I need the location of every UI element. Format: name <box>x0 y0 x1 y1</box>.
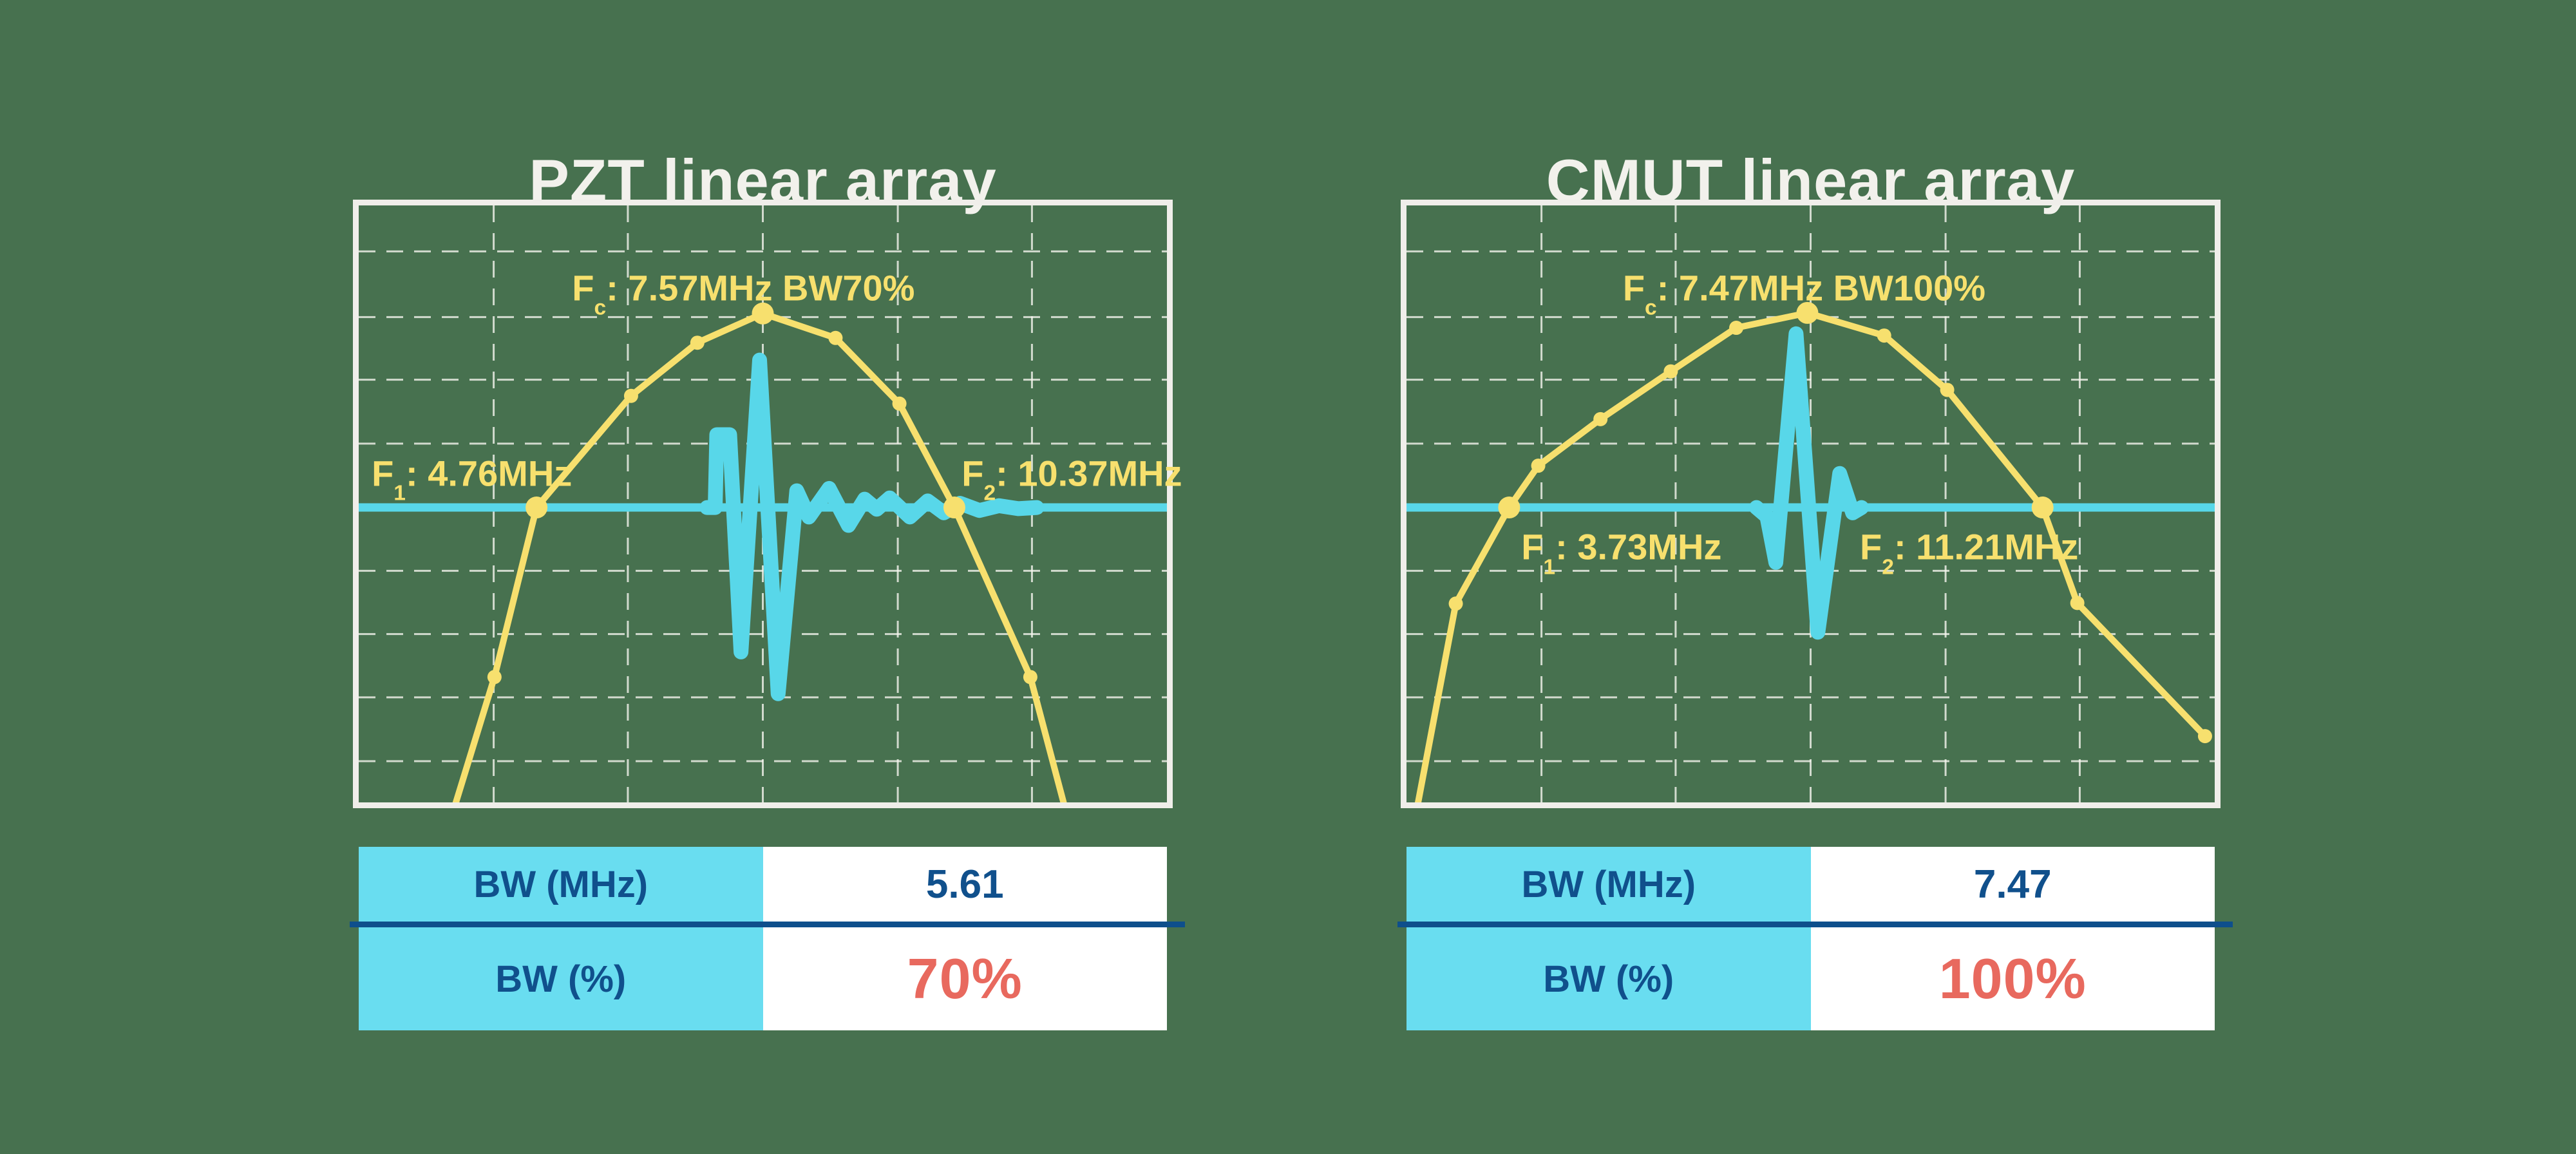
spectrum-marker-major <box>752 302 774 325</box>
table-divider <box>350 922 1185 927</box>
spectrum-marker <box>1448 596 1463 611</box>
pzt-chart-plot <box>359 205 1167 802</box>
pulse-waveform <box>699 352 1045 701</box>
pulse-waveform <box>1748 326 1870 640</box>
table-divider <box>1397 922 2233 927</box>
spectrum-marker <box>1877 328 1891 343</box>
cmut-spectrum-chart: Fc: 7.47MHz BW100% F1: 3.73MHz F2: 11.21MH… <box>1401 200 2221 808</box>
table-row: BW (%) 100% <box>1406 927 2215 1030</box>
bw-pct-value: 100% <box>1810 927 2215 1030</box>
spectrum-marker <box>1023 670 1037 685</box>
spectrum-marker <box>2070 596 2085 610</box>
bw-pct-value: 70% <box>762 927 1167 1030</box>
spectrum-marker <box>828 330 843 345</box>
spectrum-marker-major <box>526 497 548 519</box>
table-row: BW (%) 70% <box>359 927 1167 1030</box>
bw-mhz-value: 7.47 <box>1810 847 2215 922</box>
spectrum-marker <box>892 396 907 411</box>
spectrum-marker <box>1940 383 1955 397</box>
spectrum-marker-major <box>1796 301 1819 324</box>
spectrum-marker <box>623 388 638 403</box>
spectrum-marker <box>690 336 705 350</box>
bw-pct-label: BW (%) <box>359 927 763 1030</box>
bw-mhz-value: 5.61 <box>762 847 1167 922</box>
pzt-spectrum-chart: Fc: 7.57MHz BW70% F1: 4.76MHz F2: 10.37MHz <box>353 200 1182 808</box>
table-row: BW (MHz) 5.61 <box>359 847 1167 922</box>
spectrum-marker-major <box>1498 497 1520 519</box>
cmut-chart-plot <box>1406 205 2215 802</box>
bw-mhz-label: BW (MHz) <box>359 847 763 922</box>
spectrum-marker <box>487 670 502 685</box>
spectrum-marker <box>1729 321 1744 336</box>
spectrum-marker-major <box>943 497 965 519</box>
spectrum-marker <box>1593 411 1608 426</box>
table-row: BW (MHz) 7.47 <box>1406 847 2215 922</box>
bw-pct-label: BW (%) <box>1406 927 1811 1030</box>
spectrum-marker-major <box>2031 497 2054 519</box>
bw-mhz-label: BW (MHz) <box>1406 847 1811 922</box>
pzt-bw-table: BW (MHz) 5.61 BW (%) 70% <box>350 847 1185 1030</box>
cmut-bw-table: BW (MHz) 7.47 BW (%) 100% <box>1397 847 2233 1030</box>
spectrum-marker <box>1663 364 1678 379</box>
spectrum-marker <box>2197 729 2212 744</box>
spectrum-marker <box>1531 459 1546 473</box>
